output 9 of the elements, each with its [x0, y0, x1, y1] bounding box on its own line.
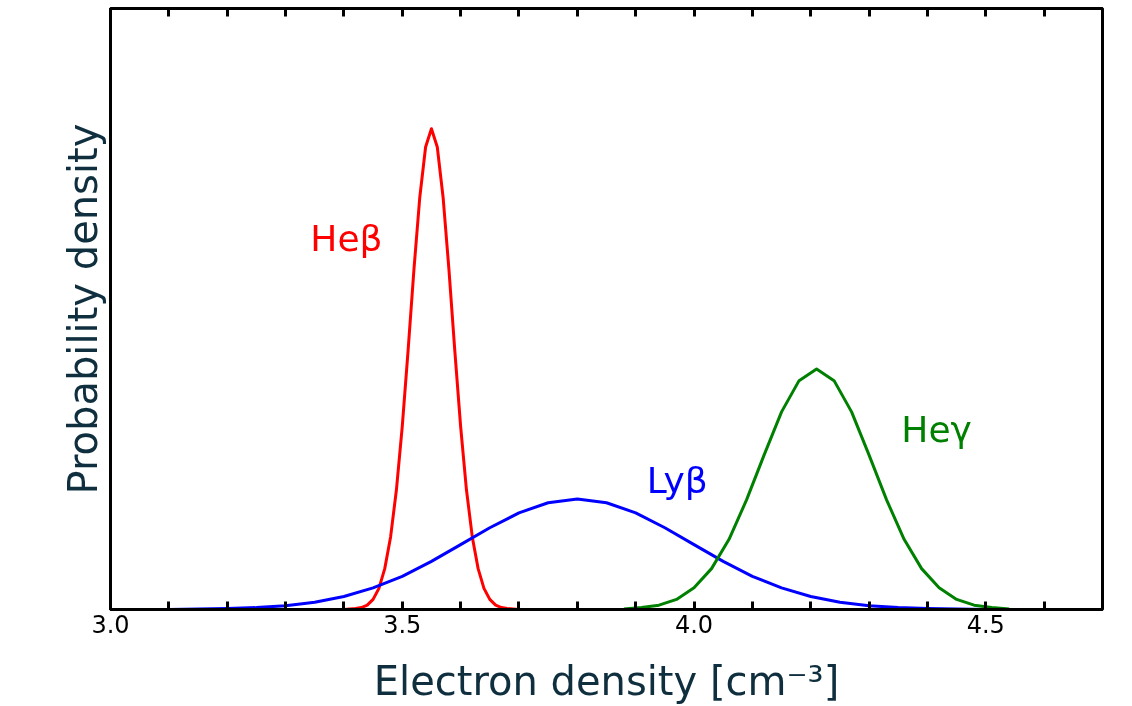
- x-tick-label: 3.0: [91, 610, 130, 639]
- x-tick-label: 3.5: [383, 610, 422, 639]
- y-axis-title: Probability density: [59, 123, 106, 495]
- series-label: Lyβ: [646, 460, 708, 502]
- x-tick-label: 4.5: [966, 610, 1005, 639]
- x-axis-title: Electron density [cm⁻³]: [373, 657, 840, 704]
- series-label: Heβ: [310, 218, 383, 260]
- series-label: Heγ: [901, 408, 972, 450]
- x-tick-label: 4.0: [674, 610, 714, 639]
